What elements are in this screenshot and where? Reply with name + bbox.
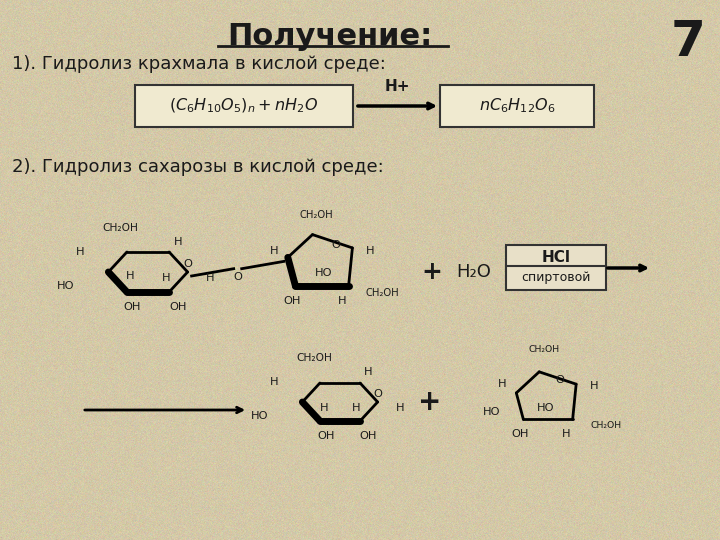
Text: 7: 7 bbox=[670, 18, 705, 66]
Text: H: H bbox=[590, 381, 598, 391]
Text: $nC_6H_{12}O_6$: $nC_6H_{12}O_6$ bbox=[479, 97, 555, 116]
FancyBboxPatch shape bbox=[440, 85, 594, 127]
Text: H: H bbox=[338, 296, 346, 306]
Text: HO: HO bbox=[58, 281, 75, 291]
Text: 1). Гидролиз крахмала в кислой среде:: 1). Гидролиз крахмала в кислой среде: bbox=[12, 55, 386, 73]
Text: H: H bbox=[562, 429, 570, 439]
FancyBboxPatch shape bbox=[135, 85, 353, 127]
Text: Получение:: Получение: bbox=[228, 22, 433, 51]
Text: H: H bbox=[174, 237, 182, 247]
Text: CH₂OH: CH₂OH bbox=[296, 353, 332, 363]
Text: H: H bbox=[351, 403, 360, 413]
FancyBboxPatch shape bbox=[506, 266, 606, 290]
Text: CH₂OH: CH₂OH bbox=[528, 346, 559, 354]
Text: O: O bbox=[332, 240, 341, 250]
Text: +: + bbox=[418, 388, 441, 416]
Text: O: O bbox=[374, 389, 382, 399]
Text: H₂O: H₂O bbox=[456, 263, 492, 281]
Text: H: H bbox=[396, 403, 405, 413]
Text: спиртовой: спиртовой bbox=[521, 272, 590, 285]
Text: OH: OH bbox=[123, 302, 140, 312]
Text: H: H bbox=[320, 403, 328, 413]
Text: CH₂OH: CH₂OH bbox=[300, 210, 333, 220]
Text: OH: OH bbox=[318, 431, 335, 441]
Text: H: H bbox=[364, 367, 372, 377]
Text: H: H bbox=[498, 379, 506, 389]
Text: H+: H+ bbox=[384, 79, 410, 94]
Text: H: H bbox=[270, 246, 279, 256]
Text: $(C_6H_{10}O_5)_n + nH_2O$: $(C_6H_{10}O_5)_n + nH_2O$ bbox=[169, 97, 318, 115]
Text: O: O bbox=[233, 272, 242, 282]
Text: O: O bbox=[184, 259, 192, 269]
Text: CH₂OH: CH₂OH bbox=[590, 422, 621, 430]
Text: OH: OH bbox=[283, 296, 301, 306]
Text: +: + bbox=[422, 260, 442, 284]
Text: OH: OH bbox=[359, 431, 377, 441]
Text: H: H bbox=[270, 377, 279, 387]
Text: CH₂OH: CH₂OH bbox=[365, 288, 399, 298]
Text: OH: OH bbox=[511, 429, 528, 439]
Text: H: H bbox=[126, 271, 135, 281]
Text: 2). Гидролиз сахарозы в кислой среде:: 2). Гидролиз сахарозы в кислой среде: bbox=[12, 158, 384, 176]
Text: H: H bbox=[366, 246, 374, 256]
Text: HO: HO bbox=[483, 407, 500, 417]
Text: HO: HO bbox=[315, 268, 333, 278]
Text: H: H bbox=[76, 247, 84, 257]
Text: HCl: HCl bbox=[541, 249, 570, 265]
Text: H: H bbox=[206, 273, 215, 283]
Text: OH: OH bbox=[169, 302, 186, 312]
Text: O: O bbox=[556, 375, 564, 385]
Text: CH₂OH: CH₂OH bbox=[102, 223, 138, 233]
Text: HO: HO bbox=[251, 411, 269, 421]
FancyBboxPatch shape bbox=[506, 245, 606, 269]
Text: HO: HO bbox=[537, 403, 554, 413]
Text: H: H bbox=[162, 273, 171, 283]
